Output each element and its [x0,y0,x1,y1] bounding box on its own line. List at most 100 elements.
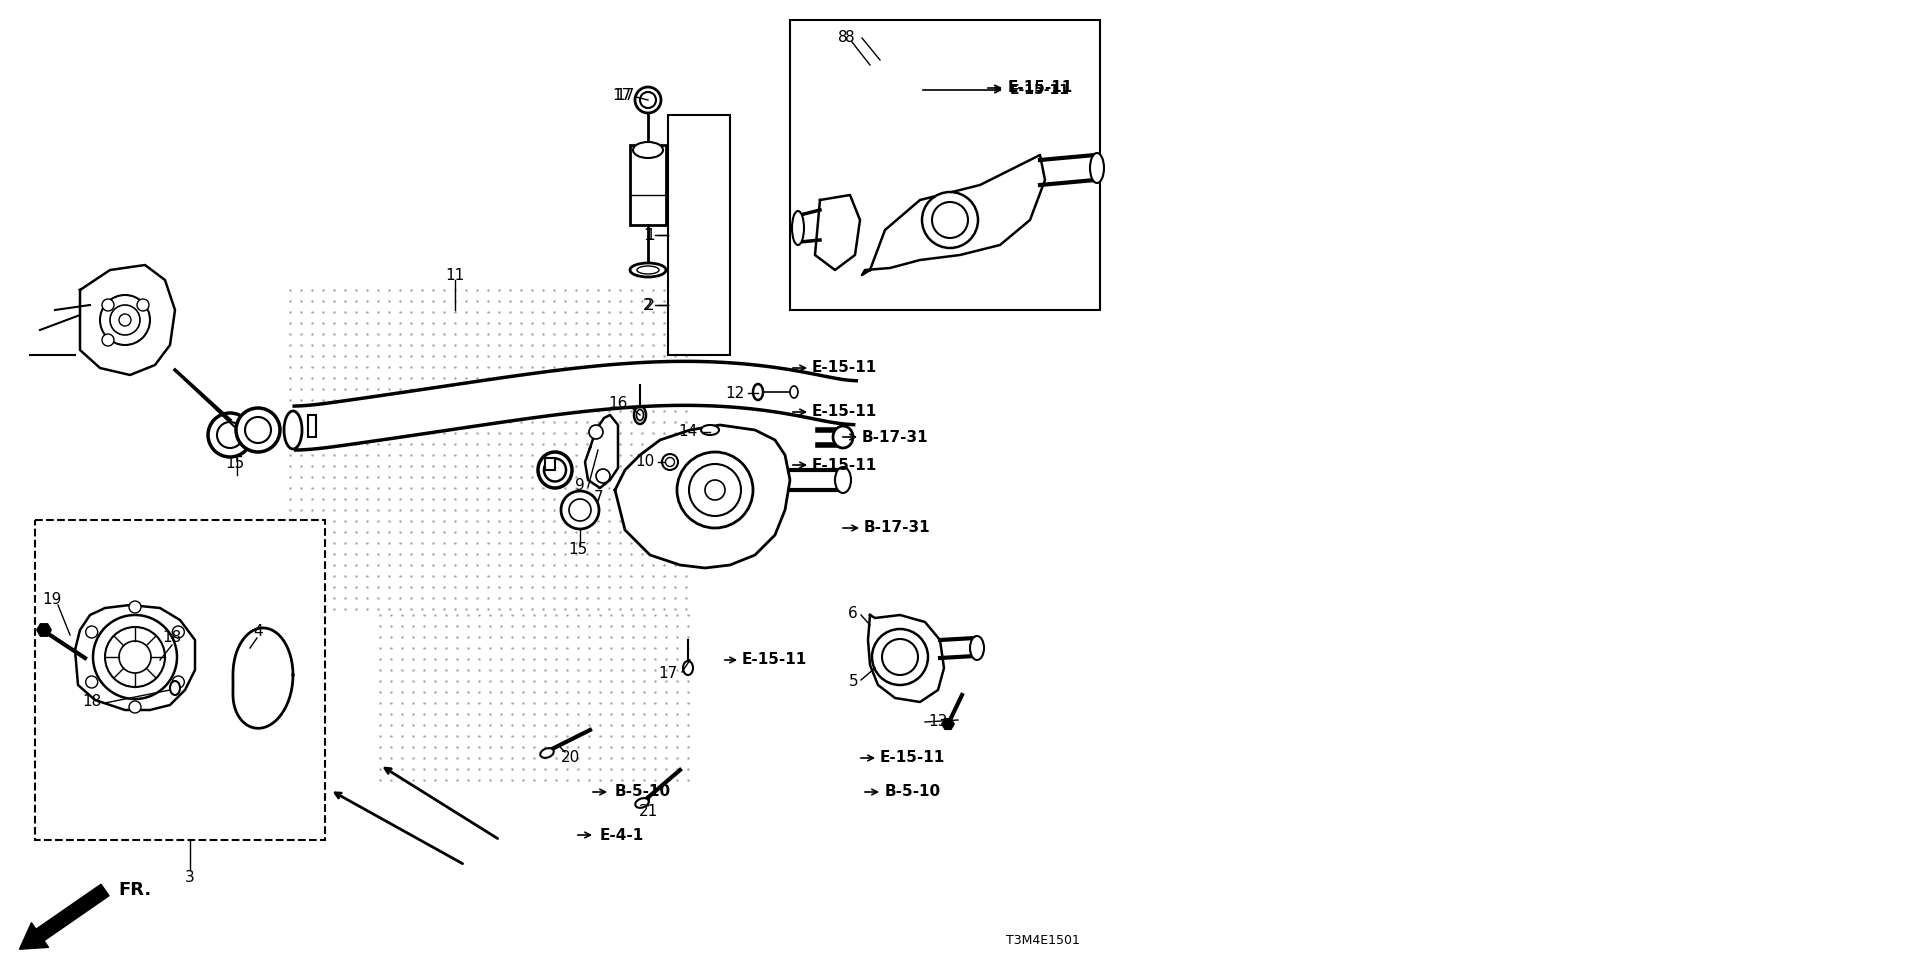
Text: E-15-11: E-15-11 [812,458,877,472]
Ellipse shape [543,459,566,482]
Text: 1: 1 [643,228,653,243]
Text: T3M4E1501: T3M4E1501 [1006,933,1079,947]
Circle shape [109,305,140,335]
Circle shape [86,676,98,688]
Circle shape [246,417,271,443]
Polygon shape [75,605,196,710]
Text: FR.: FR. [117,881,152,899]
FancyArrow shape [19,884,109,949]
Text: 13: 13 [927,714,947,730]
Circle shape [136,299,150,311]
Text: 15: 15 [568,542,588,558]
Text: 14: 14 [680,424,699,440]
Text: B-5-10: B-5-10 [614,784,672,800]
Bar [630,145,666,225]
Ellipse shape [662,454,678,470]
Ellipse shape [171,681,180,695]
Circle shape [92,615,177,699]
Bar [545,458,555,470]
Circle shape [129,701,140,713]
Circle shape [636,87,660,113]
Text: E-15-11: E-15-11 [812,361,877,375]
Circle shape [173,676,184,688]
Text: 11: 11 [445,268,465,282]
Polygon shape [232,628,294,729]
Ellipse shape [833,426,852,448]
Circle shape [639,92,657,108]
Circle shape [589,425,603,439]
Text: 19: 19 [42,592,61,608]
Circle shape [100,295,150,345]
Text: E-15-11: E-15-11 [741,653,806,667]
Ellipse shape [835,467,851,493]
Ellipse shape [1091,153,1104,183]
Text: 1: 1 [645,228,655,243]
Text: 17: 17 [612,87,632,103]
Text: 8: 8 [839,31,849,45]
Text: B-5-10: B-5-10 [885,784,941,800]
Ellipse shape [538,452,572,488]
Circle shape [86,626,98,638]
Text: B-17-31: B-17-31 [864,520,931,536]
Ellipse shape [630,263,666,277]
Text: E-15-11: E-15-11 [1010,83,1069,97]
Circle shape [236,408,280,452]
Circle shape [922,192,977,248]
Ellipse shape [791,211,804,245]
Circle shape [678,452,753,528]
Bar [668,115,730,355]
Text: 4: 4 [253,625,263,639]
Circle shape [207,413,252,457]
Text: 20: 20 [561,751,580,765]
Ellipse shape [753,384,762,400]
Polygon shape [81,265,175,375]
Polygon shape [586,415,618,488]
Circle shape [881,639,918,675]
Circle shape [872,629,927,685]
Text: 18: 18 [83,694,102,709]
Polygon shape [941,718,954,730]
Text: 15: 15 [225,455,244,470]
Text: E-15-11: E-15-11 [879,751,945,765]
Bar [35,520,324,840]
Polygon shape [862,155,1044,275]
Circle shape [705,480,726,500]
Ellipse shape [637,266,659,274]
Circle shape [217,422,244,448]
Text: 17: 17 [659,666,678,682]
Text: 12: 12 [726,386,745,400]
Text: 3: 3 [184,871,194,885]
Ellipse shape [666,458,674,467]
Circle shape [689,464,741,516]
Text: 18: 18 [163,631,182,645]
Ellipse shape [634,406,645,424]
Circle shape [173,626,184,638]
Ellipse shape [701,425,718,435]
Text: 10: 10 [636,454,655,469]
Polygon shape [294,361,856,450]
Text: 16: 16 [609,396,628,412]
Circle shape [568,499,591,521]
Text: E-15-11: E-15-11 [1008,81,1073,95]
Ellipse shape [636,798,649,808]
Ellipse shape [637,410,643,420]
Polygon shape [36,623,52,636]
Text: E-4-1: E-4-1 [599,828,645,843]
Ellipse shape [970,636,983,660]
Text: 7: 7 [593,491,603,506]
Polygon shape [614,425,789,568]
Text: B-17-31: B-17-31 [862,429,929,444]
Text: 2: 2 [643,298,653,313]
Circle shape [129,601,140,613]
Bar [307,415,317,437]
Text: 9: 9 [576,477,586,492]
Ellipse shape [789,386,799,398]
Text: 5: 5 [849,675,858,689]
Circle shape [102,334,113,346]
Text: 17: 17 [616,87,636,103]
Text: 8: 8 [845,31,854,45]
Text: 6: 6 [849,606,858,620]
Ellipse shape [684,661,693,675]
Circle shape [119,314,131,326]
Text: E-15-11: E-15-11 [812,404,877,420]
